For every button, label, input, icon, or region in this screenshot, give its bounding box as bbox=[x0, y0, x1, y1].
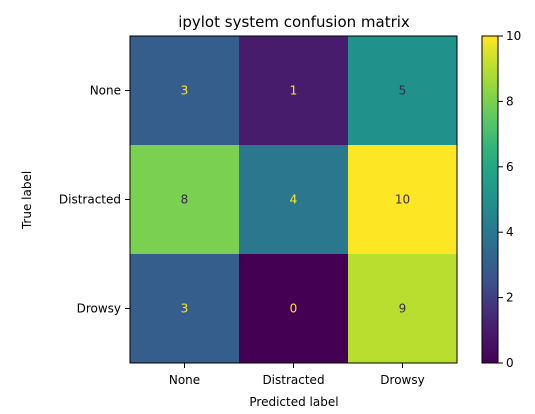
heatmap-cell bbox=[348, 145, 457, 254]
colorbar: 0 2 4 6 8 10 bbox=[481, 29, 521, 370]
colorbar-tick-label: 10 bbox=[506, 29, 521, 43]
x-tick-label: Drowsy bbox=[380, 373, 424, 387]
heatmap-cell bbox=[130, 145, 239, 254]
y-tick-label: Distracted bbox=[59, 193, 121, 207]
y-axis: None Distracted Drowsy bbox=[59, 84, 130, 316]
heatmap-cell bbox=[239, 36, 348, 145]
x-tick-label: Distracted bbox=[262, 373, 324, 387]
heatmap-cell bbox=[239, 254, 348, 363]
x-axis-label: Predicted label bbox=[249, 395, 338, 409]
y-tick-label: None bbox=[90, 84, 121, 98]
cell-value-label: 1 bbox=[290, 84, 298, 98]
colorbar-tick-label: 8 bbox=[506, 94, 514, 108]
heatmap-cell bbox=[348, 36, 457, 145]
heatmap-cells: 3 1 5 8 4 10 3 0 9 bbox=[129, 35, 458, 364]
heatmap-cell bbox=[130, 36, 239, 145]
colorbar-tick-label: 4 bbox=[506, 225, 514, 239]
cell-value-label: 3 bbox=[181, 84, 189, 98]
heatmap-cell bbox=[348, 254, 457, 363]
colorbar-gradient bbox=[481, 35, 499, 364]
chart-title: ipylot system confusion matrix bbox=[178, 13, 410, 31]
cell-value-label: 3 bbox=[181, 302, 189, 316]
colorbar-tick-label: 0 bbox=[506, 356, 514, 370]
y-axis-label: True label bbox=[20, 171, 34, 230]
heatmap-cell bbox=[239, 145, 348, 254]
colorbar-tick-label: 6 bbox=[506, 160, 514, 174]
x-axis: None Distracted Drowsy bbox=[169, 363, 425, 387]
cell-value-label: 5 bbox=[399, 84, 407, 98]
cell-value-label: 9 bbox=[399, 302, 407, 316]
cell-value-label: 0 bbox=[290, 302, 298, 316]
cell-value-label: 8 bbox=[181, 193, 189, 207]
cell-value-label: 4 bbox=[290, 193, 298, 207]
heatmap-cell bbox=[130, 254, 239, 363]
x-tick-label: None bbox=[169, 373, 200, 387]
colorbar-tick-label: 2 bbox=[506, 291, 514, 305]
cell-value-label: 10 bbox=[395, 193, 410, 207]
y-tick-label: Drowsy bbox=[77, 302, 121, 316]
